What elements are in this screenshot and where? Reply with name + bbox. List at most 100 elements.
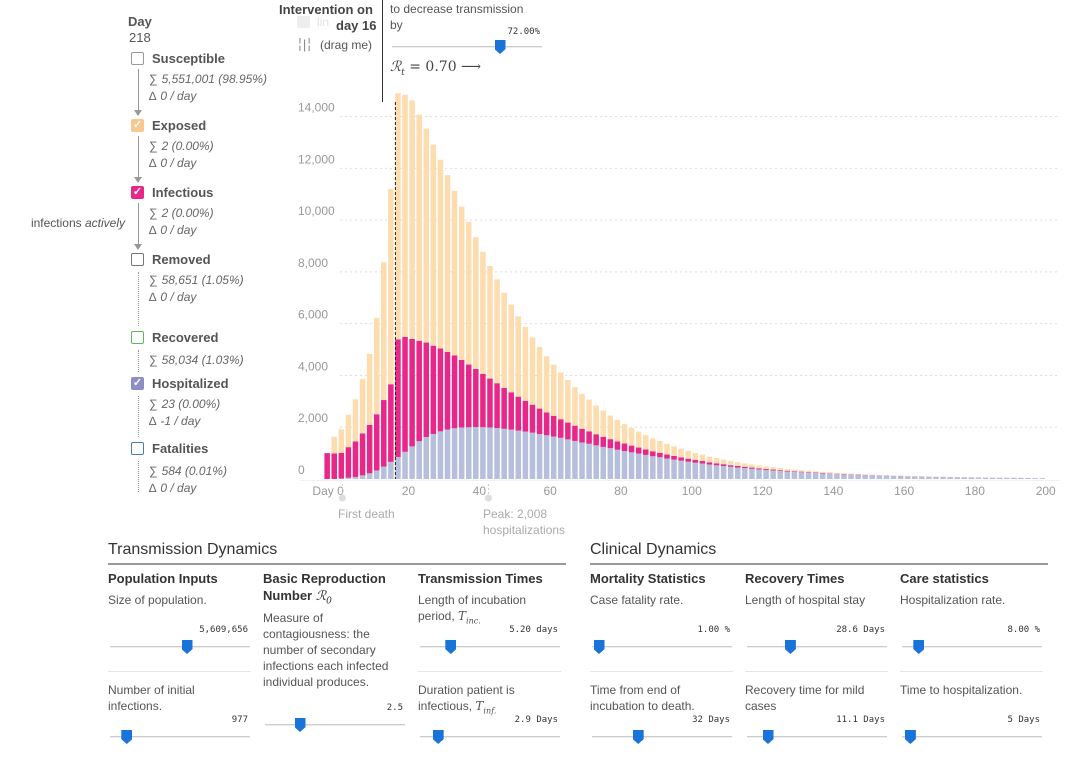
checkbox-exposed[interactable]: ✓ [131, 119, 144, 132]
bar-exposed-day-93 [664, 443, 670, 455]
label-susceptible[interactable]: Susceptible [152, 51, 225, 66]
label-fatalities[interactable]: Fatalities [152, 441, 209, 456]
population-size-slider-thumb[interactable] [181, 640, 193, 654]
hospital-stay-slider-thumb[interactable] [784, 640, 796, 654]
rt-label: ℛt = 0.70 ⟶ [390, 59, 481, 78]
checkbox-fatalities[interactable] [131, 442, 144, 455]
bar-hospitalized-day-153 [876, 475, 883, 479]
bar-infectious-day-59 [543, 412, 550, 436]
bar-hospitalized-day-33 [451, 428, 458, 479]
y-tick-6: 12,000 [298, 152, 335, 166]
infectious-duration-desc-text: Duration patient is infectious, [418, 683, 515, 713]
mild-recovery-slider-track[interactable] [747, 736, 887, 738]
y-tick-3: 6,000 [298, 308, 328, 322]
fatality-rate-slider-track[interactable] [592, 646, 732, 648]
mild-recovery-desc: Recovery time for mild cases [745, 683, 865, 713]
label-exposed[interactable]: Exposed [152, 118, 207, 133]
total-value-hospitalized: 23 (0.00%) [161, 397, 221, 411]
bar-hospitalized-day-137 [819, 473, 826, 479]
hospitalization-rate-slider-thumb[interactable] [913, 640, 925, 654]
checkbox-removed[interactable] [131, 253, 144, 266]
bar-hospitalized-day-87 [642, 454, 649, 479]
intervention-line-solid[interactable] [382, 0, 383, 102]
bar-hospitalized-day-175 [954, 477, 960, 479]
incubation-slider-thumb[interactable] [445, 640, 457, 654]
bar-hospitalized-day-129 [791, 471, 798, 479]
bar-hospitalized-day-67 [572, 440, 578, 479]
bar-exposed-day-109 [720, 459, 727, 465]
bar-infectious-day-63 [558, 419, 564, 438]
label-removed[interactable]: Removed [152, 252, 211, 267]
bar-hospitalized-day-163 [912, 476, 918, 479]
r0-slider-thumb[interactable] [294, 718, 306, 732]
mild-recovery-slider-thumb[interactable] [762, 730, 774, 744]
bar-exposed-day-17 [395, 93, 401, 340]
transmission-times-title: Transmission Times [418, 571, 543, 586]
bar-hospitalized-day-119 [756, 469, 762, 479]
infectious-duration-slider-value: 2.9 Days [514, 715, 558, 725]
fatality-rate-slider-thumb[interactable] [593, 640, 605, 654]
bar-exposed-day-133 [805, 470, 812, 473]
total-susceptible: ∑ 5,551,001 (98.95%) [149, 71, 267, 88]
bar-infectious-day-39 [473, 369, 479, 428]
population-size-slider-track[interactable] [110, 646, 250, 648]
delta-icon: ∆ [149, 290, 157, 304]
r0-slider-track[interactable] [265, 724, 405, 726]
total-hospitalized: ∑ 23 (0.00%) [149, 396, 220, 413]
bar-exposed-day-131 [798, 470, 805, 472]
time-to-death-slider-thumb[interactable] [632, 730, 644, 744]
bar-exposed-day-145 [848, 473, 854, 475]
label-recovered[interactable]: Recovered [152, 330, 219, 345]
time-to-hospitalization-slider-track[interactable] [902, 736, 1042, 738]
bar-hospitalized-day-79 [614, 449, 621, 479]
x-tick-0: Day 0 [312, 484, 344, 498]
infectious-duration-desc-subscript: inf. [483, 706, 497, 716]
drag-handle-icon[interactable]: ╎|╎ [296, 37, 313, 52]
time-to-death-desc: Time from end of incubation to death. [590, 683, 695, 713]
checkbox-hospitalized[interactable]: ✓ [131, 377, 144, 390]
bar-hospitalized-day-25 [423, 437, 430, 479]
bar-infectious-day-107 [713, 463, 720, 466]
infectious-duration-slider-thumb[interactable] [432, 730, 444, 744]
hospitalization-rate-slider-track[interactable] [902, 646, 1042, 648]
intervention-faded-text: lin [317, 15, 330, 29]
incubation-slider-track[interactable] [420, 646, 560, 648]
bar-exposed-day-115 [742, 463, 748, 467]
bar-exposed-day-75 [600, 410, 607, 437]
peak-marker [484, 494, 492, 502]
infectious-duration-slider-track[interactable] [420, 736, 560, 738]
bar-hospitalized-day-199 [1039, 478, 1045, 479]
bar-hospitalized-day-147 [855, 474, 861, 479]
total-removed: ∑ 58,651 (1.05%) [149, 272, 244, 289]
checkbox-recovered[interactable] [131, 331, 144, 344]
flow-arrowhead-infectious [134, 244, 142, 250]
population-size-slider-value: 5,609,656 [199, 625, 248, 635]
x-tick-2: 40 [473, 484, 487, 498]
initial-infections-slider-thumb[interactable] [121, 730, 133, 744]
bar-infectious-day-117 [749, 467, 755, 469]
hospital-stay-slider-track[interactable] [747, 646, 887, 648]
infectious-duration-desc-symbol: Tinf. [475, 699, 497, 716]
bar-exposed-day-13 [381, 262, 387, 401]
bar-exposed-day-89 [650, 438, 656, 452]
mild-recovery-slider-value: 11.1 Days [836, 715, 885, 725]
intervention-slider-track[interactable] [392, 46, 542, 48]
care-statistics-title-divider [900, 671, 1043, 672]
intervention-slider-thumb[interactable] [494, 40, 506, 54]
infectious-duration-desc: Duration patient is infectious, Tinf. [418, 682, 548, 719]
label-infectious[interactable]: Infectious [152, 185, 214, 200]
time-to-hospitalization-desc: Time to hospitalization. [900, 683, 1023, 697]
bar-exposed-day-25 [423, 128, 430, 343]
initial-infections-slider-track[interactable] [110, 736, 250, 738]
bar-hospitalized-day-145 [848, 474, 854, 479]
bar-exposed-day-35 [458, 206, 465, 360]
bar-infectious-day-133 [805, 472, 812, 473]
bar-exposed-day-9 [366, 353, 373, 425]
time-to-hospitalization-slider-thumb[interactable] [904, 730, 916, 744]
bar-hospitalized-day-37 [465, 427, 472, 479]
checkbox-infectious[interactable]: ✓ [131, 186, 144, 199]
checkbox-susceptible[interactable] [131, 52, 144, 65]
sigma-icon: ∑ [149, 353, 158, 367]
time-to-death-slider-track[interactable] [592, 736, 732, 738]
label-hospitalized[interactable]: Hospitalized [152, 376, 229, 391]
